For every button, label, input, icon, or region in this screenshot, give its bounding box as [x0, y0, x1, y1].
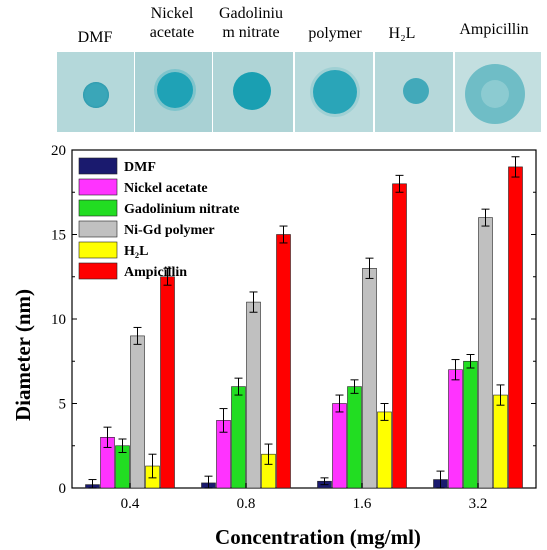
petri-photo-h2l [375, 52, 453, 132]
chart-axes: 0 5 10 15 20 0.4 0.8 1.6 3.2 [51, 143, 537, 512]
inhibition-zone-h2l [403, 78, 429, 104]
y-axis-label: Diameter (nm) [11, 289, 35, 421]
inhibition-zone-polymer [313, 70, 357, 114]
bar-ampicillin-0.8 [276, 234, 291, 489]
legend-swatch [78, 178, 118, 196]
legend-label: Ni-Gd polymer [124, 223, 215, 238]
x-tick-label: 1.6 [353, 496, 372, 512]
strip-label-h2l: H₂L [388, 25, 416, 42]
petri-photo-ampicillin [455, 52, 541, 132]
legend-swatch [78, 220, 118, 238]
strip-label-gadolinium-nitrate: Gadoliniu m nitrate [219, 5, 283, 41]
bar-ampicillin-0.4 [160, 276, 175, 489]
bar-ni-gd-polymer-0.8 [246, 301, 261, 489]
y-tick-label: 15 [51, 228, 66, 244]
legend-swatch [78, 262, 118, 280]
strip-label-dmf: DMF [77, 29, 113, 46]
legend-swatch [78, 241, 118, 259]
y-tick-label: 0 [59, 481, 67, 497]
inhibition-zone-nickel-acetate [157, 72, 193, 108]
legend-label: Ampicillin [124, 265, 187, 280]
x-axis-label: Concentration (mg/ml) [215, 525, 421, 549]
bar-nickel-acetate-3.2 [448, 369, 463, 489]
bar-gadolinium-nitrate-1.6 [347, 386, 362, 489]
legend-label: H₂L [124, 244, 148, 259]
y-tick-label: 20 [51, 143, 66, 159]
bar-ni-gd-polymer-1.6 [362, 268, 377, 489]
y-tick-label: 5 [59, 397, 67, 413]
bar-chart: 0 5 10 15 20 0.4 0.8 1.6 3.2 DMF Nickel acetate Ga… [11, 143, 537, 549]
x-tick-label: 0.8 [237, 496, 256, 512]
bar-ni-gd-polymer-0.4 [130, 335, 145, 489]
x-tick-label: 3.2 [469, 496, 488, 512]
legend-swatch [78, 199, 118, 217]
petri-photo-polymer [295, 52, 373, 132]
petri-photo-strip [57, 52, 541, 132]
petri-photo-gadolinium-nitrate [213, 52, 293, 132]
legend-swatch [78, 157, 118, 175]
strip-label-nickel-acetate: Nickel acetate [149, 5, 195, 41]
bar-gadolinium-nitrate-3.2 [463, 360, 478, 489]
legend-label: DMF [124, 160, 156, 175]
bar-gadolinium-nitrate-0.8 [231, 386, 246, 489]
legend-label: Gadolinium nitrate [124, 202, 240, 217]
inhibition-zone-gadolinium-nitrate [233, 72, 271, 110]
bar-ampicillin-1.6 [392, 183, 407, 489]
petri-photo-dmf [57, 52, 134, 132]
strip-label-ampicillin: Ampicillin [459, 21, 529, 38]
inhibition-zone-ampicillin [465, 64, 525, 124]
bar-ampicillin-3.2 [508, 166, 523, 489]
bar-h2l-1.6 [377, 411, 392, 489]
legend-label: Nickel acetate [124, 181, 208, 196]
chart-legend: DMF Nickel acetate Gadolinium nitrate Ni-Gd… [78, 157, 240, 280]
petri-photo-nickel-acetate [135, 52, 212, 132]
bar-h2l-3.2 [493, 394, 508, 489]
inhibition-zone-dmf [83, 82, 109, 108]
strip-label-polymer: polymer [308, 25, 362, 42]
bar-nickel-acetate-1.6 [332, 403, 347, 489]
chart-bars [85, 156, 523, 489]
x-tick-label: 0.4 [121, 496, 140, 512]
bar-ni-gd-polymer-3.2 [478, 217, 493, 489]
y-tick-label: 10 [51, 312, 66, 328]
